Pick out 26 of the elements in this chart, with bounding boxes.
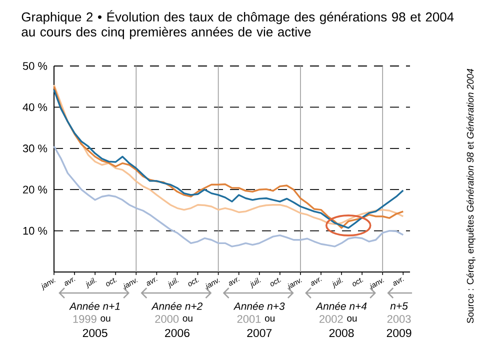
text: 2001 xyxy=(237,315,261,323)
text: 2007 xyxy=(247,328,272,338)
text: ou xyxy=(182,316,192,322)
text: Année n+4 xyxy=(316,302,367,310)
text: 2008 xyxy=(329,328,354,338)
text: n+5 xyxy=(390,302,408,310)
text: 2002 xyxy=(320,315,343,323)
text: 2009 xyxy=(386,328,412,338)
chart-title: Graphique 2 • Évolution des taux de chômage des générations 98 et 2004 au cours des cinq premières années de vie active xyxy=(22,10,454,40)
y-tick-label: 30 % xyxy=(22,144,48,152)
text: 2003 xyxy=(387,315,411,323)
text: 2000 xyxy=(155,315,179,323)
text: 2006 xyxy=(165,328,190,338)
text: 1999 xyxy=(73,315,96,323)
text: ou xyxy=(264,316,274,322)
y-tick-label: 40 % xyxy=(22,103,48,112)
text: Année n+2 xyxy=(151,302,203,310)
text: Année n+3 xyxy=(233,302,285,310)
y-tick-label: 20 % xyxy=(23,186,48,194)
text: ou xyxy=(347,316,357,322)
y-tick-label: 50 % xyxy=(22,62,48,70)
text: 2005 xyxy=(82,328,108,338)
text: Année n+1 xyxy=(69,302,120,310)
text: ou xyxy=(100,316,110,322)
source-note: Source : Céreq, enquêtes Génération 98 et Génération 2004 xyxy=(466,68,476,324)
y-tick-label: 10 % xyxy=(23,226,48,235)
